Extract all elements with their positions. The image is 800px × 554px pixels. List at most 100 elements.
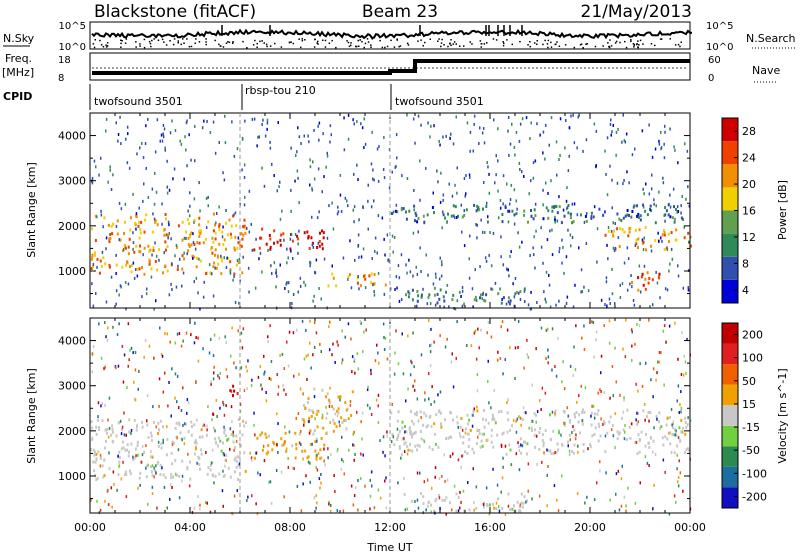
- noise-cell: [250, 222, 252, 226]
- data-cell: [426, 504, 429, 508]
- data-cell: [689, 418, 692, 422]
- colorbar-tick-label: 100: [742, 352, 763, 365]
- noise-cell: [562, 208, 565, 212]
- noise-cell: [259, 473, 261, 477]
- data-cell: [210, 463, 212, 467]
- data-cell: [200, 448, 203, 452]
- noise-cell: [479, 265, 481, 269]
- noise-cell: [176, 332, 179, 336]
- noise-cell: [162, 135, 165, 139]
- noise-cell: [513, 188, 516, 192]
- data-cell: [573, 412, 576, 416]
- noise-cell: [658, 351, 661, 354]
- noise-cell: [619, 296, 622, 299]
- noise-cell: [318, 121, 321, 125]
- noise-cell: [545, 357, 547, 360]
- noise-cell: [615, 380, 617, 384]
- data-cell: [295, 447, 298, 451]
- noise-cell: [183, 442, 186, 446]
- noise-cell: [352, 503, 355, 507]
- noise-cell: [224, 114, 226, 118]
- noise-cell: [247, 495, 249, 499]
- noise-cell: [610, 133, 612, 137]
- noise-cell: [382, 322, 385, 326]
- noise-cell: [364, 142, 367, 146]
- data-cell: [171, 462, 174, 466]
- noise-cell: [314, 270, 316, 274]
- data-cell: [218, 242, 221, 246]
- data-cell: [343, 419, 346, 422]
- noise-cell: [352, 443, 354, 447]
- nsearch-point: [242, 40, 244, 43]
- nsearch-point: [443, 44, 445, 46]
- colorbar-segment: [722, 343, 738, 365]
- nsearch-point: [135, 41, 137, 43]
- noise-cell: [197, 336, 199, 340]
- noise-cell: [493, 388, 495, 392]
- noise-cell: [610, 428, 613, 432]
- data-cell: [149, 455, 152, 459]
- noise-cell: [625, 509, 627, 513]
- data-cell: [663, 231, 666, 235]
- noise-cell: [393, 372, 396, 376]
- data-cell: [107, 223, 110, 227]
- noise-cell: [117, 454, 119, 458]
- noise-cell: [607, 226, 610, 229]
- data-cell: [625, 438, 628, 441]
- noise-cell: [209, 131, 212, 135]
- data-cell: [174, 458, 177, 462]
- noise-cell: [499, 206, 502, 210]
- noise-cell: [561, 238, 563, 242]
- noise-cell: [247, 266, 250, 270]
- noise-cell: [669, 127, 671, 131]
- noise-cell: [674, 433, 677, 437]
- data-cell: [607, 229, 610, 233]
- data-cell: [622, 216, 625, 220]
- noise-cell: [96, 499, 98, 503]
- noise-cell: [571, 236, 574, 239]
- noise-cell: [446, 337, 448, 341]
- data-cell: [443, 299, 446, 303]
- noise-cell: [259, 365, 262, 369]
- noise-cell: [484, 256, 487, 260]
- noise-cell: [290, 209, 292, 213]
- nsearch-point: [93, 46, 96, 49]
- noise-cell: [314, 417, 316, 421]
- noise-cell: [526, 338, 528, 342]
- noise-cell: [523, 175, 525, 178]
- data-cell: [406, 444, 409, 448]
- noise-cell: [574, 368, 577, 372]
- noise-cell: [197, 291, 199, 295]
- noise-cell: [434, 466, 437, 470]
- noise-cell: [168, 188, 171, 192]
- noise-cell: [663, 213, 665, 217]
- noise-cell: [469, 175, 471, 179]
- power-colorbar-label: Power [dB]: [776, 180, 789, 240]
- noise-cell: [397, 362, 400, 366]
- noise-cell: [458, 432, 461, 435]
- data-cell: [665, 209, 668, 213]
- noise-cell: [282, 384, 284, 388]
- noise-cell: [179, 139, 181, 143]
- noise-cell: [566, 207, 568, 211]
- noise-cell: [414, 500, 416, 503]
- nsearch-point: [177, 40, 179, 42]
- noise-cell: [393, 236, 396, 239]
- noise-cell: [277, 451, 279, 454]
- noise-cell: [671, 423, 673, 427]
- noise-cell: [396, 427, 399, 431]
- data-cell: [243, 424, 246, 428]
- data-cell: [613, 229, 615, 233]
- noise-cell: [294, 233, 297, 236]
- noise-cell: [664, 124, 666, 128]
- noise-cell: [595, 338, 597, 342]
- data-cell: [141, 420, 143, 424]
- noise-cell: [576, 492, 579, 496]
- noise-cell: [611, 292, 614, 296]
- data-cell: [308, 247, 311, 250]
- noise-cell: [145, 124, 147, 128]
- data-cell: [284, 431, 287, 435]
- noise-cell: [360, 122, 362, 126]
- noise-cell: [540, 226, 542, 230]
